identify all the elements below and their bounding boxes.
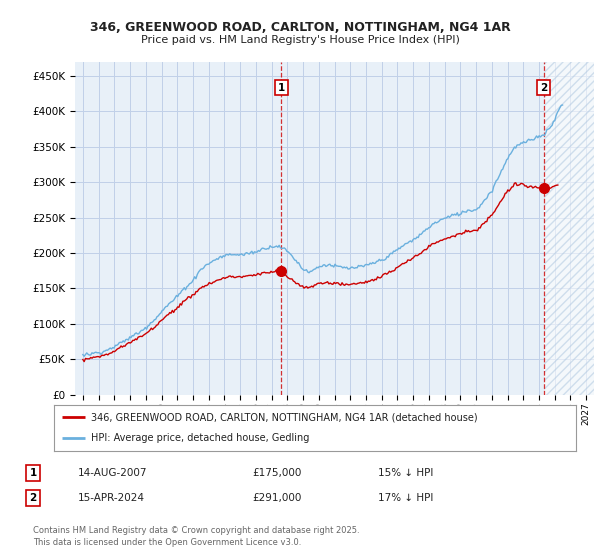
Bar [544, 62, 594, 395]
Text: 15% ↓ HPI: 15% ↓ HPI [378, 468, 433, 478]
Text: Price paid vs. HM Land Registry's House Price Index (HPI): Price paid vs. HM Land Registry's House … [140, 35, 460, 45]
Text: 1: 1 [278, 83, 285, 93]
Text: £291,000: £291,000 [252, 493, 301, 503]
Text: 17% ↓ HPI: 17% ↓ HPI [378, 493, 433, 503]
Text: 2: 2 [540, 83, 547, 93]
Text: 2: 2 [29, 493, 37, 503]
Text: 14-AUG-2007: 14-AUG-2007 [78, 468, 148, 478]
Text: 346, GREENWOOD ROAD, CARLTON, NOTTINGHAM, NG4 1AR (detached house): 346, GREENWOOD ROAD, CARLTON, NOTTINGHAM… [91, 412, 477, 422]
Text: 1: 1 [29, 468, 37, 478]
Text: Contains HM Land Registry data © Crown copyright and database right 2025.
This d: Contains HM Land Registry data © Crown c… [33, 526, 359, 547]
Text: £175,000: £175,000 [252, 468, 301, 478]
Bar [544, 62, 594, 395]
Text: 346, GREENWOOD ROAD, CARLTON, NOTTINGHAM, NG4 1AR: 346, GREENWOOD ROAD, CARLTON, NOTTINGHAM… [89, 21, 511, 34]
Text: HPI: Average price, detached house, Gedling: HPI: Average price, detached house, Gedl… [91, 433, 309, 444]
Text: 15-APR-2024: 15-APR-2024 [78, 493, 145, 503]
